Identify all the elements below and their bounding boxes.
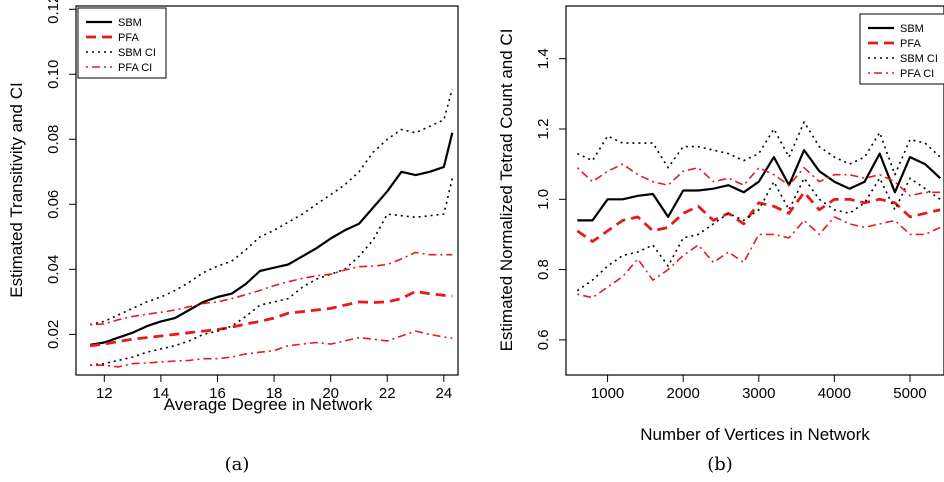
legend-label: PFA xyxy=(118,32,139,44)
panel-b-chart: 1000 2000 3000 4000 5000 0.6 0.8 1.0 1.2 1.4 Numbe… xyxy=(497,5,944,475)
x-tick-label: 16 xyxy=(209,385,226,402)
series-line-pfa-ci xyxy=(576,163,941,197)
y-axis-label: Estimated Normalized Tetrad Count and CI xyxy=(497,29,516,352)
x-tick-label: 14 xyxy=(153,385,170,402)
x-tick-label: 5000 xyxy=(893,385,926,402)
y-tick-label: 1.0 xyxy=(535,189,552,210)
series-line-pfa-ci xyxy=(90,330,453,368)
y-tick-label: 0.06 xyxy=(45,190,62,219)
panel-caption: (b) xyxy=(707,454,733,475)
y-tick-label: 0.04 xyxy=(45,255,62,284)
legend-label: SBM xyxy=(118,17,142,29)
series-line-pfa-ci xyxy=(577,216,941,299)
x-tick-label: 22 xyxy=(379,385,396,402)
y-tick-label: 0.02 xyxy=(45,320,62,349)
x-tick-label: 3000 xyxy=(742,385,775,402)
series-line-sbm xyxy=(89,132,454,346)
panel-caption: (a) xyxy=(225,454,250,475)
x-axis-label: Number of Vertices in Network xyxy=(640,425,870,444)
x-tick-label: 1000 xyxy=(591,385,624,402)
series-line-pfa-ci xyxy=(90,251,453,326)
legend-label: SBM CI xyxy=(118,47,156,59)
series-line-sbm-ci xyxy=(576,177,941,292)
x-tick-label: 4000 xyxy=(818,385,851,402)
legend-label: SBM CI xyxy=(900,53,938,65)
y-tick-label: 0.8 xyxy=(535,259,552,280)
y-tick-label: 0.12 xyxy=(45,0,62,24)
x-tick-label: 2000 xyxy=(666,385,699,402)
y-tick-label: 1.4 xyxy=(535,48,552,69)
series-line-sbm xyxy=(577,149,941,222)
legend-label: SBM xyxy=(900,23,924,35)
y-tick-label: 0.08 xyxy=(45,125,62,154)
y-tick-label: 0.10 xyxy=(45,60,62,89)
y-tick-label: 1.2 xyxy=(535,119,552,140)
series-line-pfa xyxy=(89,289,453,348)
legend: SBM PFA SBM CI PFA CI xyxy=(77,7,167,79)
series-line-sbm-ci xyxy=(89,88,454,326)
x-tick-label: 24 xyxy=(436,385,453,402)
plot-frame xyxy=(75,5,459,376)
series-line-sbm-ci xyxy=(90,178,454,366)
x-tick-label: 12 xyxy=(96,385,113,402)
panel-a-chart: 12 14 16 18 20 22 24 0.02 0.04 0.06 0.08 0.10 0.12 Av… xyxy=(7,0,459,475)
legend-label: PFA CI xyxy=(118,62,152,74)
x-tick-label: 18 xyxy=(266,385,283,402)
y-axis-label: Estimated Transitivity and CI xyxy=(7,82,26,297)
x-tick-label: 20 xyxy=(322,385,339,402)
x-axis-label: Average Degree in Network xyxy=(164,395,373,414)
y-tick-label: 0.6 xyxy=(535,329,552,350)
plot-frame xyxy=(565,5,944,376)
legend-label: PFA xyxy=(900,38,921,50)
series-line-pfa xyxy=(576,190,941,243)
legend-label: PFA CI xyxy=(900,68,934,80)
legend: SBM PFA SBM CI PFA CI xyxy=(859,13,944,85)
